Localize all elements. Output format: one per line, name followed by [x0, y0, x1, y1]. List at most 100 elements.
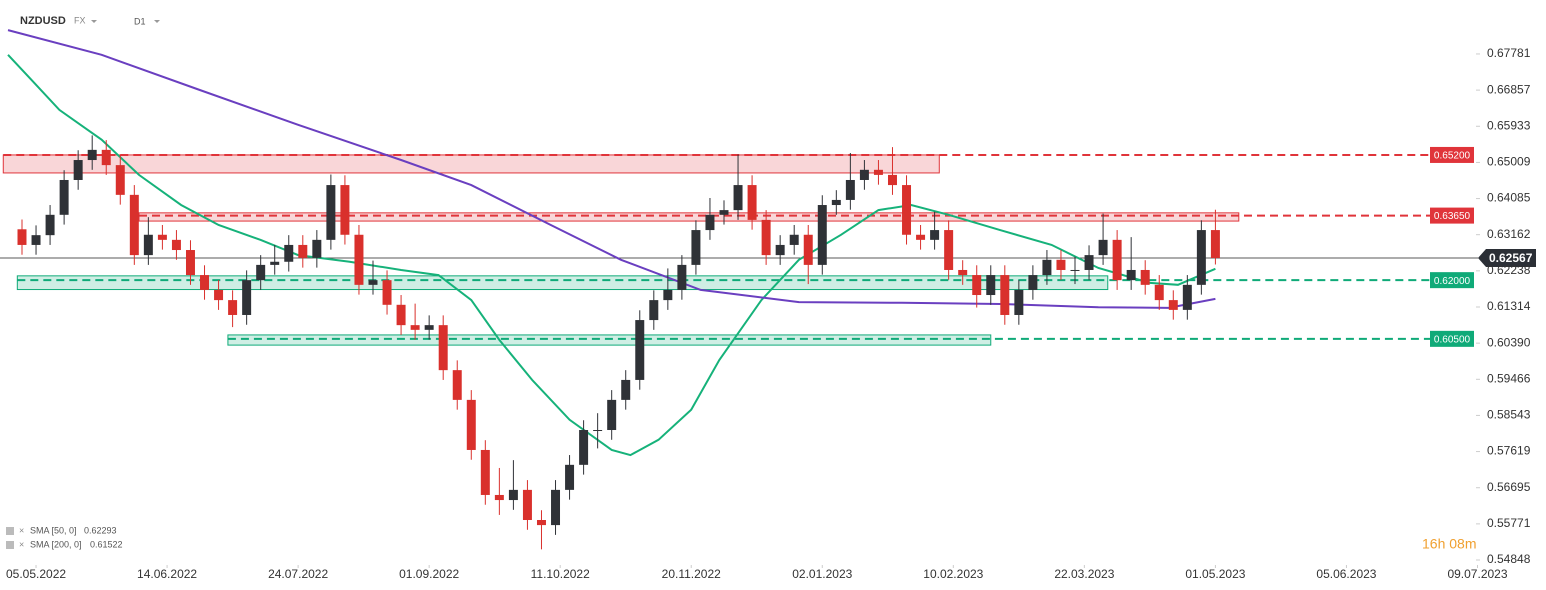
legend-value: 0.62293 [84, 525, 117, 535]
candle-body [326, 185, 336, 240]
interval[interactable]: D1 [134, 16, 146, 26]
candle-body [775, 244, 785, 256]
candle-body [607, 399, 617, 431]
timer: 16h 08m [1422, 536, 1476, 552]
candle-body [789, 234, 799, 245]
candle-body [958, 269, 968, 276]
x-tick-label: 09.07.2023 [1447, 567, 1507, 581]
market[interactable]: FX [74, 15, 86, 25]
candle-body [845, 179, 855, 200]
y-tick-label: 0.64085 [1487, 191, 1531, 205]
dropdown-caret[interactable] [154, 20, 160, 23]
candle-body [986, 275, 996, 296]
candle-body [1126, 269, 1136, 281]
x-tick-label: 05.05.2022 [6, 567, 66, 581]
y-tick-label: 0.61314 [1487, 299, 1531, 313]
candle-body [593, 430, 603, 432]
candle-body [200, 275, 210, 290]
zone [138, 212, 1240, 222]
y-tick-label: 0.62238 [1487, 263, 1531, 277]
sma-line [7, 54, 1216, 457]
candle-body [1000, 275, 1010, 315]
candle-body [761, 219, 771, 256]
candle-body [396, 304, 406, 326]
candle-body [831, 199, 841, 206]
x-tick-label: 22.03.2023 [1054, 567, 1114, 581]
candle-body [1154, 284, 1164, 301]
candle-body [1070, 269, 1080, 271]
y-tick-label: 0.58543 [1487, 408, 1531, 422]
candle-body [17, 229, 27, 245]
x-tick-label: 20.11.2022 [662, 567, 721, 581]
candle-body [312, 239, 322, 258]
candle-body [171, 239, 181, 251]
candle-body [1098, 239, 1108, 256]
candle-body [1112, 239, 1122, 281]
x-tick-label: 11.10.2022 [531, 567, 590, 581]
level-label: 0.62000 [1434, 276, 1471, 287]
candle-body [185, 250, 195, 276]
x-tick-label: 02.01.2023 [792, 567, 852, 581]
legend-name: SMA [50, 0] [30, 525, 77, 535]
candle-body [410, 325, 420, 330]
candle-body [649, 300, 659, 321]
candle-body [508, 489, 518, 501]
candle-body [466, 399, 476, 450]
candle-body [368, 280, 378, 285]
level-label-box [1430, 272, 1474, 289]
sma-line [7, 29, 1216, 309]
candle-body [284, 244, 294, 262]
x-tick-label: 01.05.2023 [1185, 567, 1245, 581]
x-tick-label: 01.09.2022 [399, 567, 459, 581]
plot [0, 29, 1478, 550]
y-tick-label: 0.66857 [1487, 82, 1531, 96]
candle-body [691, 230, 701, 265]
candle-body [1140, 269, 1150, 285]
candle-body [551, 489, 561, 526]
y-tick-label: 0.57619 [1487, 444, 1531, 458]
candle-body [1196, 230, 1206, 285]
zone [227, 334, 992, 346]
candle-body [87, 149, 97, 161]
candle-body [859, 169, 869, 180]
candle-body [902, 185, 912, 235]
candle-body [480, 449, 490, 495]
legend-close: × [19, 539, 24, 549]
candle-body [1210, 230, 1220, 258]
candle-body [522, 489, 532, 521]
legend-close: × [19, 525, 24, 535]
y-tick-label: 0.60390 [1487, 335, 1531, 349]
candle-body [73, 160, 83, 180]
candle-body [677, 264, 687, 290]
candle-body [1084, 255, 1094, 270]
candle-body [59, 179, 69, 215]
candle-body [663, 289, 673, 301]
level-label: 0.60500 [1434, 334, 1471, 345]
level-label: 0.63650 [1434, 211, 1471, 222]
current-price-label: 0.62567 [1489, 251, 1533, 265]
candle-body [1168, 300, 1178, 310]
candle-body [635, 320, 645, 380]
legend-icon [6, 541, 14, 549]
level-label-box [1430, 330, 1474, 347]
current-price-box [1478, 248, 1536, 267]
dropdown-caret[interactable] [91, 20, 97, 23]
level-label-box [1430, 146, 1474, 163]
candle-body [424, 325, 434, 330]
candle-body [101, 149, 111, 166]
y-tick-label: 0.54848 [1487, 552, 1531, 566]
candle-body [242, 280, 252, 315]
x-tick-label: 24.07.2022 [268, 567, 328, 581]
candle-body [438, 325, 448, 371]
candle-body [705, 214, 715, 231]
candle-body [382, 280, 392, 305]
candle-body [452, 370, 462, 400]
candle-body [719, 210, 729, 215]
candle-body [214, 289, 224, 301]
y-tick-label: 0.59466 [1487, 371, 1531, 385]
symbol[interactable]: NZDUSD [20, 15, 66, 27]
candle-body [298, 244, 308, 258]
candle-body [1056, 259, 1066, 270]
candle-body [494, 494, 504, 501]
candle-body [579, 430, 589, 465]
